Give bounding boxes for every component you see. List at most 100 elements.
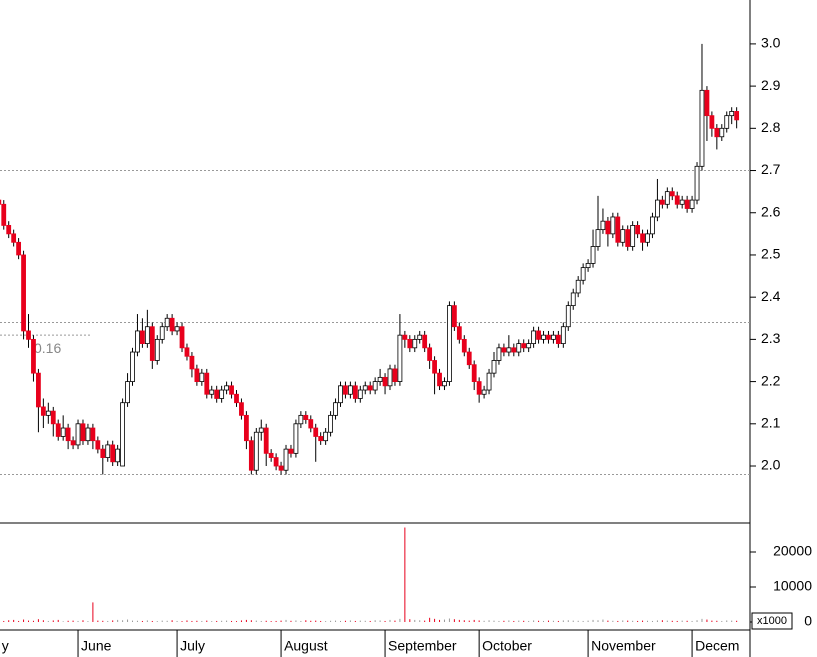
candle-body	[40, 406, 46, 416]
candle-body	[219, 389, 225, 399]
candle-body	[511, 347, 517, 353]
candle-body	[95, 440, 101, 450]
volume-unit-box	[751, 612, 793, 630]
candle-body	[105, 444, 111, 458]
candle-body	[659, 199, 665, 205]
candle-body	[194, 368, 200, 382]
candle-body	[36, 372, 41, 408]
candle-body	[0, 199, 2, 205]
candle-body	[704, 89, 710, 117]
candle-body	[521, 343, 527, 349]
y-tick-label: 2.8	[761, 119, 781, 135]
candle-body	[486, 372, 492, 391]
candle-body	[565, 305, 571, 328]
y-tick-label: 2.4	[761, 288, 781, 304]
candle-body	[239, 402, 244, 416]
month-label: June	[81, 638, 112, 654]
candle-body	[664, 191, 670, 205]
y-tick-label: 2.7	[761, 161, 781, 177]
candle-body	[273, 457, 279, 467]
candle-body	[620, 229, 626, 243]
y-tick-label: 2.5	[761, 246, 781, 262]
candle-body	[154, 338, 160, 361]
candle-body	[333, 402, 338, 416]
candle-body	[575, 279, 581, 294]
candle-body	[432, 360, 437, 374]
candle-body	[288, 448, 294, 454]
candle-body	[610, 216, 616, 235]
candle-body	[26, 330, 31, 340]
volume-unit: x1000	[757, 615, 787, 627]
candle-body	[466, 351, 472, 366]
candle-body	[402, 334, 408, 340]
candle-body	[605, 220, 611, 235]
candle-body	[516, 343, 522, 353]
y-tick-label: 2.6	[761, 203, 781, 219]
candle-body	[214, 389, 220, 399]
candle-body	[719, 127, 725, 138]
candle-body	[120, 402, 125, 467]
candle-body	[635, 225, 641, 235]
candle-body	[234, 393, 239, 404]
candle-body	[491, 360, 497, 374]
candle-body	[625, 229, 631, 247]
candle-body	[80, 423, 86, 442]
candle-body	[724, 115, 730, 129]
candle-body	[501, 347, 507, 353]
month-label: July	[180, 638, 205, 654]
candle-body	[159, 326, 165, 340]
candle-body	[6, 225, 12, 235]
candle-body	[253, 431, 259, 471]
candle-body	[140, 330, 145, 345]
candle-body	[734, 111, 740, 121]
candle-body	[709, 115, 715, 129]
y-tick-label: 2.3	[761, 330, 781, 346]
candle-body	[387, 368, 393, 387]
month-label: y	[2, 638, 9, 654]
y-tick-label: 2.9	[761, 77, 781, 93]
candle-body	[130, 351, 135, 382]
candle-body	[580, 267, 586, 281]
candle-body	[144, 326, 150, 345]
candle-body	[694, 165, 700, 201]
candle-body	[164, 317, 170, 328]
candle-body	[417, 334, 423, 340]
candle-body	[100, 448, 106, 458]
candle-body	[506, 347, 512, 353]
candle-body	[189, 355, 195, 370]
candle-body	[343, 385, 348, 395]
candle-body	[427, 347, 433, 361]
candle-body	[323, 431, 329, 442]
candle-body	[11, 233, 17, 243]
candle-body	[209, 389, 215, 395]
candle-body	[585, 262, 591, 269]
candle-body	[1, 203, 7, 226]
y-tick-label: 2.2	[761, 372, 781, 388]
month-label: October	[482, 638, 532, 654]
candle-body	[555, 334, 561, 345]
candle-body	[45, 410, 51, 416]
candle-body	[496, 347, 502, 361]
candle-body	[184, 347, 190, 357]
y-tick-label: 2.0	[761, 457, 781, 473]
candle-body	[397, 334, 403, 382]
candle-body	[110, 444, 116, 463]
candle-body	[442, 381, 447, 387]
candle-body	[536, 330, 541, 340]
candle-body	[451, 305, 457, 328]
candle-body	[229, 385, 234, 395]
candle-body	[367, 385, 373, 391]
candle-body	[21, 254, 26, 332]
y-tick-label: 3.0	[761, 35, 781, 51]
candle-body	[298, 414, 304, 425]
candle-body	[125, 381, 130, 404]
candle-body	[308, 419, 314, 429]
candle-body	[199, 372, 205, 382]
candle-body	[224, 385, 229, 391]
candle-body	[447, 305, 452, 382]
candle-body	[481, 389, 487, 395]
candle-body	[392, 368, 398, 382]
candle-body	[531, 330, 537, 345]
candle-body	[699, 89, 705, 167]
